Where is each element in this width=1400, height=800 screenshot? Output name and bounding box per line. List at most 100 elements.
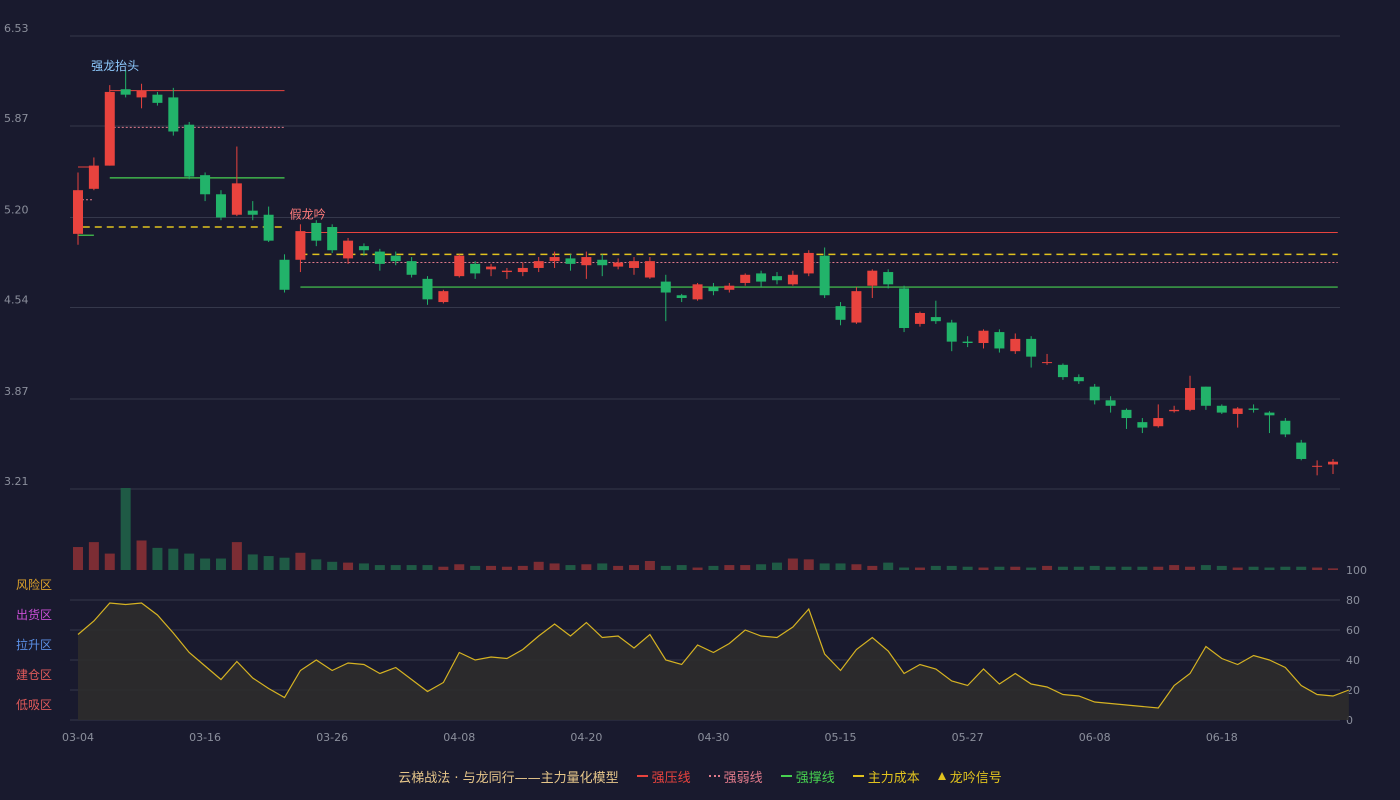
volume-bar bbox=[946, 565, 957, 570]
signal-annotation: 强龙抬头 bbox=[91, 59, 139, 73]
chart-legend: 云梯战法 · 与龙同行——主力量化模型 强压线 强弱线 强撑线 主力成本 龙吟信… bbox=[0, 766, 1400, 786]
volume-bar bbox=[692, 567, 703, 570]
volume-bar bbox=[581, 564, 592, 570]
candle-body bbox=[1121, 409, 1132, 419]
candle-body bbox=[168, 97, 179, 132]
candle-body bbox=[883, 272, 894, 285]
volume-bar bbox=[1057, 566, 1068, 570]
candle-body bbox=[565, 258, 576, 264]
candle-body bbox=[215, 194, 226, 218]
legend-title-text: 云梯战法 · 与龙同行——主力量化模型 bbox=[398, 770, 619, 786]
volume-bar bbox=[120, 488, 131, 570]
volume-bar bbox=[343, 562, 354, 570]
price-tick-label: 5.20 bbox=[4, 203, 29, 216]
candle-body bbox=[1105, 400, 1116, 406]
candle-body bbox=[629, 261, 640, 268]
volume-bar bbox=[1169, 565, 1180, 570]
volume-bar bbox=[914, 567, 925, 570]
candle-body bbox=[1026, 338, 1037, 357]
candle-body bbox=[787, 274, 798, 285]
candle-body bbox=[660, 281, 671, 293]
x-tick-label: 06-08 bbox=[1079, 731, 1111, 744]
candle-body bbox=[1010, 338, 1021, 352]
candle-body bbox=[692, 284, 703, 300]
volume-bar bbox=[517, 565, 528, 570]
volume-bar bbox=[470, 565, 481, 570]
x-tick-label: 03-26 bbox=[316, 731, 348, 744]
candle-body bbox=[1089, 386, 1100, 401]
volume-bar bbox=[1200, 565, 1211, 570]
legend-cost-label: 主力成本 bbox=[867, 770, 920, 786]
volume-bar bbox=[962, 566, 973, 570]
candle-body bbox=[406, 261, 417, 275]
candle-body bbox=[1200, 386, 1211, 406]
price-tick-label: 3.21 bbox=[4, 475, 29, 488]
legend-item-signal: 龙吟信号 bbox=[937, 767, 1002, 786]
volume-bar bbox=[152, 547, 163, 570]
candle-body bbox=[390, 255, 401, 262]
candle-body bbox=[438, 291, 449, 303]
price-tick-label: 3.87 bbox=[4, 385, 29, 398]
volume-bar bbox=[295, 552, 306, 570]
candle-body bbox=[263, 214, 274, 241]
price-tick-label: 6.53 bbox=[4, 22, 29, 35]
candle-body bbox=[295, 231, 306, 260]
volume-bar bbox=[327, 561, 338, 570]
volume-bar bbox=[263, 556, 274, 570]
candle-body bbox=[1280, 420, 1291, 435]
volume-bar bbox=[454, 564, 465, 570]
volume-bar bbox=[1026, 567, 1037, 570]
volume-bar bbox=[851, 564, 862, 570]
candle-body bbox=[930, 317, 941, 322]
volume-bar bbox=[835, 563, 846, 570]
candle-body bbox=[279, 259, 290, 290]
candle-body bbox=[73, 190, 83, 234]
candle-body bbox=[644, 261, 655, 278]
zone-label: 低吸区 bbox=[16, 698, 52, 712]
volume-bar bbox=[1010, 566, 1021, 570]
volume-bar bbox=[1216, 565, 1227, 570]
candle-body bbox=[613, 262, 624, 267]
candle-body bbox=[152, 94, 163, 103]
volume-bar bbox=[374, 565, 385, 570]
volume-bar bbox=[756, 564, 767, 570]
volume-bar bbox=[136, 540, 147, 570]
volume-bar bbox=[660, 565, 671, 570]
volume-bar bbox=[1248, 566, 1259, 570]
legend-item-cost: 主力成本 bbox=[852, 767, 920, 786]
volume-bar bbox=[1042, 565, 1053, 570]
volume-bar bbox=[231, 542, 242, 570]
x-tick-label: 03-16 bbox=[189, 731, 221, 744]
price-tick-label: 5.87 bbox=[4, 112, 29, 125]
candle-body bbox=[422, 278, 433, 300]
candle-body bbox=[819, 255, 830, 296]
candle-body bbox=[374, 251, 385, 264]
volume-bar bbox=[533, 561, 544, 570]
volume-bar bbox=[771, 562, 782, 570]
x-tick-label: 05-15 bbox=[825, 731, 857, 744]
candle-body bbox=[803, 252, 814, 274]
volume-bar bbox=[422, 565, 433, 570]
candle-body bbox=[1185, 388, 1196, 410]
volume-bar bbox=[1312, 567, 1323, 570]
candle-body bbox=[470, 263, 481, 274]
legend-item-support: 强撑线 bbox=[780, 767, 835, 786]
candle-body bbox=[104, 91, 115, 166]
candle-body bbox=[835, 306, 846, 320]
candle-body bbox=[740, 274, 751, 283]
volume-bar bbox=[1328, 568, 1338, 570]
volume-bar bbox=[930, 565, 941, 570]
volume-bar bbox=[1121, 566, 1132, 570]
volume-bar bbox=[1185, 566, 1196, 570]
candle-body bbox=[851, 291, 862, 323]
volume-bar bbox=[215, 558, 226, 570]
volume-bar bbox=[486, 565, 497, 570]
candle-body bbox=[517, 267, 528, 273]
triangle-icon bbox=[937, 772, 946, 780]
volume-bar bbox=[73, 547, 83, 570]
candle-body bbox=[946, 322, 957, 342]
volume-bar bbox=[1153, 566, 1164, 570]
candle-body bbox=[914, 312, 925, 324]
candle-body bbox=[771, 276, 782, 281]
volume-bar bbox=[978, 567, 989, 570]
